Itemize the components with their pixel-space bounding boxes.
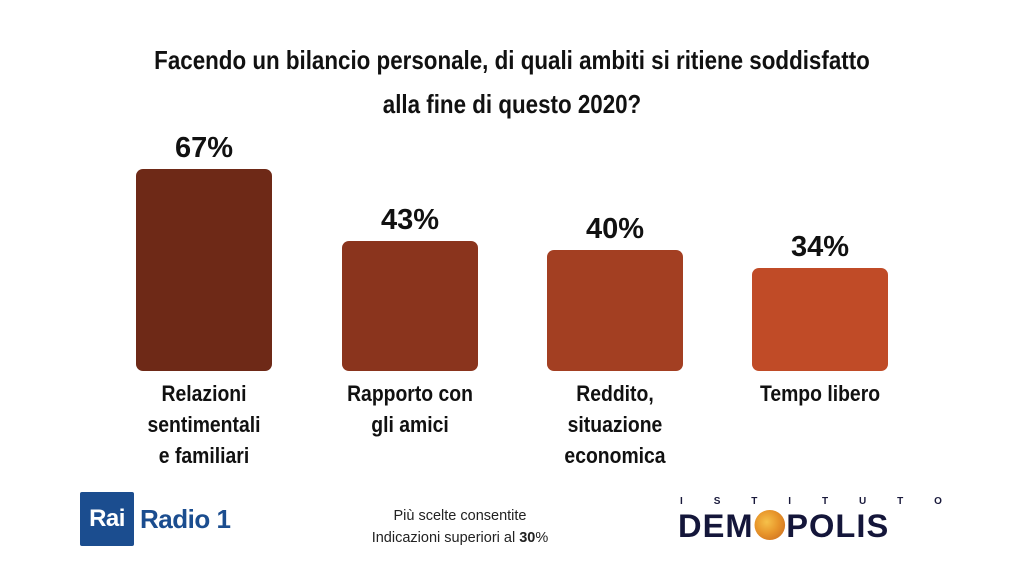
category-label-3-line-3: economica [564,443,666,468]
istituto-letter: T [821,496,829,507]
category-label-1: Relazioni sentimentali e familiari [125,378,283,471]
category-label-2: Rapporto con gli amici [331,378,489,440]
bar-1 [136,169,272,371]
bar-3 [547,250,683,371]
footnote-threshold: 30 [519,530,536,546]
footnote-line-2: Indicazioni superiori al 30% [330,527,590,549]
title-line-2: alla fine di questo 2020? [382,89,642,119]
istituto-letter: T [751,496,758,507]
bar-2 [342,241,478,371]
istituto-letter: U [858,496,867,507]
category-label-4-line-1: Tempo libero [759,381,881,406]
istituto-letter: I [680,496,683,507]
category-label-3: Reddito, situazione economica [536,378,694,471]
istituto-letter: S [713,496,721,507]
demopolis-sun-icon [754,510,786,540]
footnote-suffix: % [535,530,549,546]
demopolis-text-start: DEM [678,508,754,544]
category-label-4: Tempo libero [741,378,899,409]
value-label-1: 67% [174,132,234,164]
demopolis-text-end: POLIS [786,508,890,544]
category-label-1-line-3: e familiari [158,443,250,468]
value-label-4: 34% [790,231,850,263]
demopolis-logo: I S T I T U T O DEM POLIS [678,496,944,546]
istituto-letter: O [934,496,942,507]
category-label-3-line-1: Reddito, [576,381,654,406]
footnote-line-1: Più scelte consentite [393,508,527,524]
rai-logo-box: Rai [80,492,134,546]
rai-radio1-logo: Rai Radio 1 [80,492,260,548]
value-label-3: 40% [585,213,645,245]
category-label-2-line-2: gli amici [371,412,449,437]
chart-title: Facendo un bilancio personale, di quali … [106,38,918,126]
category-label-1-line-1: Relazioni [161,381,247,406]
category-label-3-line-2: situazione [567,412,663,437]
footnote: Più scelte consentite Indicazioni superi… [330,505,590,549]
category-label-2-line-1: Rapporto con [347,381,473,406]
demopolis-wordmark: DEM POLIS [678,508,949,544]
istituto-letter: T [897,496,904,507]
category-label-1-line-2: sentimentali [147,412,261,437]
title-line-1: Facendo un bilancio personale, di quali … [154,45,870,75]
istituto-letter: I [788,496,792,507]
value-label-2: 43% [380,204,440,236]
radio1-label: Radio 1 [140,504,231,534]
bar-4 [752,268,888,371]
footnote-prefix: Indicazioni superiori al [371,530,520,546]
